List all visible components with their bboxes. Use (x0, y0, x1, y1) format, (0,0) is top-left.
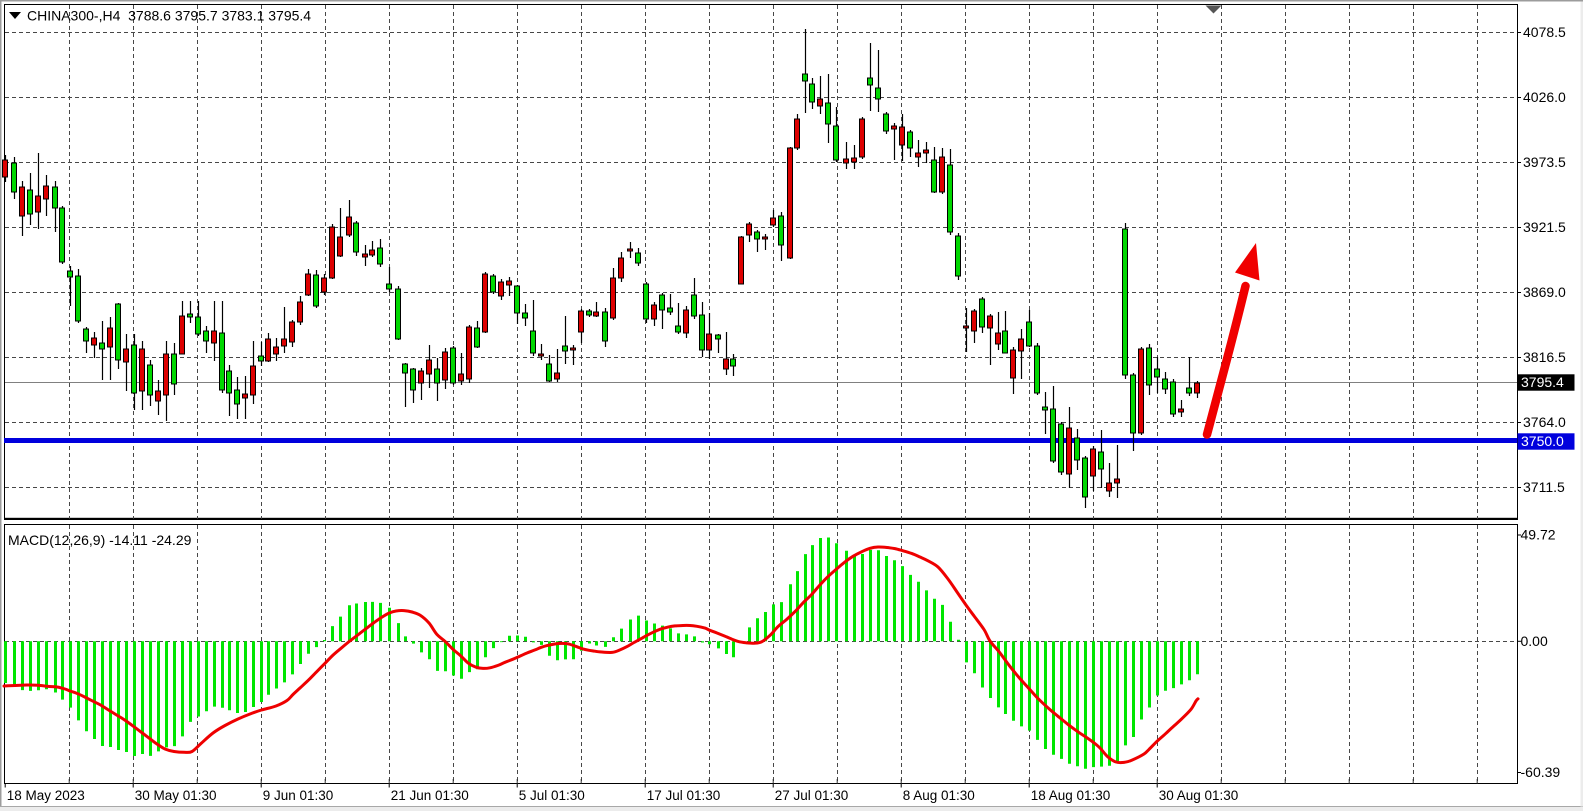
svg-text:4026.0: 4026.0 (1523, 89, 1566, 105)
svg-text:MACD(12,26,9) -14.11 -24.29: MACD(12,26,9) -14.11 -24.29 (8, 532, 192, 548)
svg-text:3711.5: 3711.5 (1523, 479, 1565, 495)
svg-text:18 May 2023: 18 May 2023 (7, 788, 85, 803)
svg-text:3795.4: 3795.4 (1521, 374, 1564, 390)
svg-text:18 Aug 01:30: 18 Aug 01:30 (1031, 788, 1111, 803)
svg-text:3921.5: 3921.5 (1523, 219, 1566, 235)
svg-text:8 Aug 01:30: 8 Aug 01:30 (903, 788, 975, 803)
svg-text:0.00: 0.00 (1521, 633, 1548, 649)
svg-text:21 Jun 01:30: 21 Jun 01:30 (391, 788, 469, 803)
svg-text:3764.0: 3764.0 (1523, 414, 1566, 430)
svg-text:-60.39: -60.39 (1521, 764, 1561, 780)
svg-text:5 Jul 01:30: 5 Jul 01:30 (519, 788, 585, 803)
svg-text:30 Aug 01:30: 30 Aug 01:30 (1159, 788, 1239, 803)
svg-text:27 Jul 01:30: 27 Jul 01:30 (775, 788, 849, 803)
svg-text:49.72: 49.72 (1521, 527, 1556, 543)
svg-text:CHINA300-,H4 3788.6 3795.7 37: CHINA300-,H4 3788.6 3795.7 3783.1 3795.4 (27, 8, 311, 24)
svg-text:3869.0: 3869.0 (1523, 284, 1566, 300)
svg-text:4078.5: 4078.5 (1523, 24, 1566, 40)
svg-text:30 May 01:30: 30 May 01:30 (135, 788, 217, 803)
svg-text:17 Jul 01:30: 17 Jul 01:30 (647, 788, 721, 803)
svg-text:3750.0: 3750.0 (1521, 433, 1564, 449)
svg-text:3816.5: 3816.5 (1523, 349, 1566, 365)
svg-text:3973.5: 3973.5 (1523, 154, 1566, 170)
svg-text:9 Jun 01:30: 9 Jun 01:30 (263, 788, 334, 803)
